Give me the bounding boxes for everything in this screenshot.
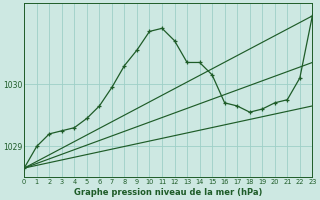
X-axis label: Graphe pression niveau de la mer (hPa): Graphe pression niveau de la mer (hPa) [74, 188, 262, 197]
